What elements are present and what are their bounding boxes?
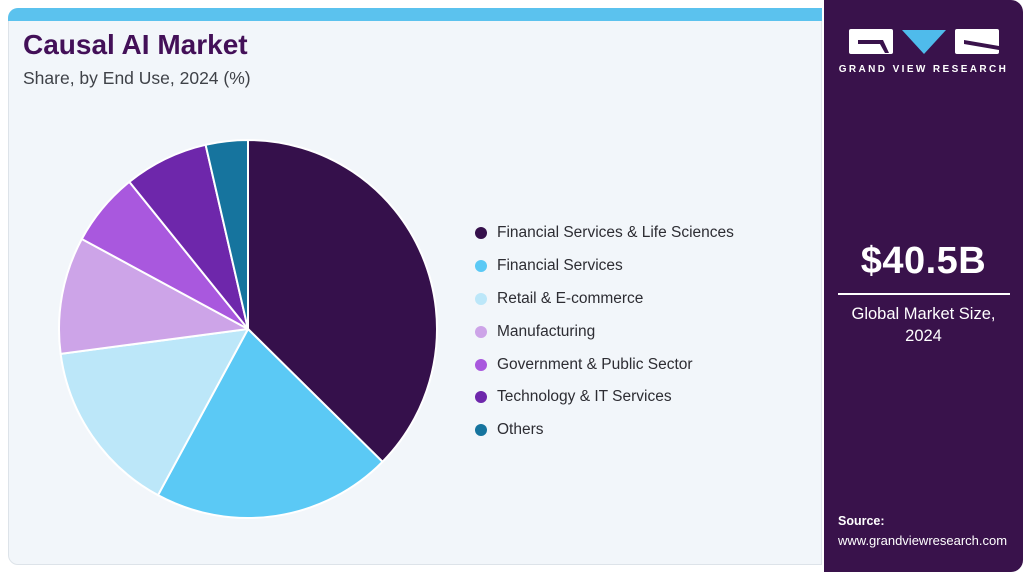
sidebar: GRAND VIEW RESEARCH $40.5B Global Market… bbox=[824, 0, 1023, 572]
legend-label: Financial Services & Life Sciences bbox=[497, 224, 734, 242]
pie-slice-0 bbox=[247, 139, 438, 463]
legend-color-dot bbox=[475, 325, 487, 338]
page-subtitle: Share, by End Use, 2024 (%) bbox=[23, 68, 251, 88]
g-mark-icon bbox=[848, 29, 893, 54]
market-size-label-line2: 2024 bbox=[905, 327, 942, 346]
legend-item-0: Financial Services & Life Sciences bbox=[475, 217, 734, 250]
legend-label: Retail & E-commerce bbox=[497, 289, 644, 307]
market-size-label-line1: Global Market Size, bbox=[851, 305, 996, 323]
legend-item-4: Government & Public Sector bbox=[475, 348, 734, 381]
source-url: www.grandviewresearch.com bbox=[838, 532, 1008, 548]
legend-label: Technology & IT Services bbox=[497, 388, 672, 406]
pie-slice-2 bbox=[59, 328, 249, 497]
page-title: Causal AI Market bbox=[23, 29, 248, 60]
v-mark-icon bbox=[901, 30, 946, 54]
r-mark-icon bbox=[954, 29, 999, 54]
legend-label: Government & Public Sector bbox=[497, 355, 693, 373]
top-accent-bar bbox=[8, 8, 822, 21]
legend-color-dot bbox=[475, 424, 487, 437]
pie-slice-1 bbox=[156, 328, 384, 519]
legend-item-2: Retail & E-commerce bbox=[475, 283, 734, 316]
chart-card: Causal AI Market Share, by End Use, 2024… bbox=[8, 8, 822, 565]
legend: Financial Services & Life Sciences Finan… bbox=[475, 217, 734, 447]
gvr-logo-icon bbox=[848, 29, 999, 54]
legend-item-6: Others bbox=[475, 414, 734, 447]
legend-color-dot bbox=[475, 292, 487, 305]
source-label: Source: bbox=[838, 513, 885, 528]
brand-name: GRAND VIEW RESEARCH bbox=[838, 64, 1009, 75]
legend-color-dot bbox=[475, 358, 487, 371]
legend-item-1: Financial Services bbox=[475, 250, 734, 283]
pie-chart bbox=[58, 138, 438, 519]
legend-color-dot bbox=[475, 260, 487, 273]
source-block: Source: www.grandviewresearch.com bbox=[838, 512, 1007, 550]
chart-header: Causal AI Market Share, by End Use, 2024… bbox=[23, 29, 251, 89]
legend-item-3: Manufacturing bbox=[475, 315, 734, 348]
legend-item-5: Technology & IT Services bbox=[475, 381, 734, 414]
divider-line bbox=[837, 293, 1010, 295]
legend-label: Manufacturing bbox=[497, 322, 596, 340]
legend-label: Financial Services bbox=[497, 257, 623, 275]
market-size-value: $40.5B bbox=[860, 240, 987, 282]
legend-label: Others bbox=[497, 421, 544, 439]
pie-slice-6 bbox=[204, 138, 249, 330]
market-size-label: Global Market Size, 2024 bbox=[824, 303, 1023, 348]
brand-logo: GRAND VIEW RESEARCH bbox=[824, 26, 1023, 75]
legend-color-dot bbox=[475, 391, 487, 404]
market-size-block: $40.5B Global Market Size, 2024 bbox=[824, 240, 1023, 348]
pie-slice-3 bbox=[58, 237, 249, 355]
legend-color-dot bbox=[475, 227, 487, 240]
